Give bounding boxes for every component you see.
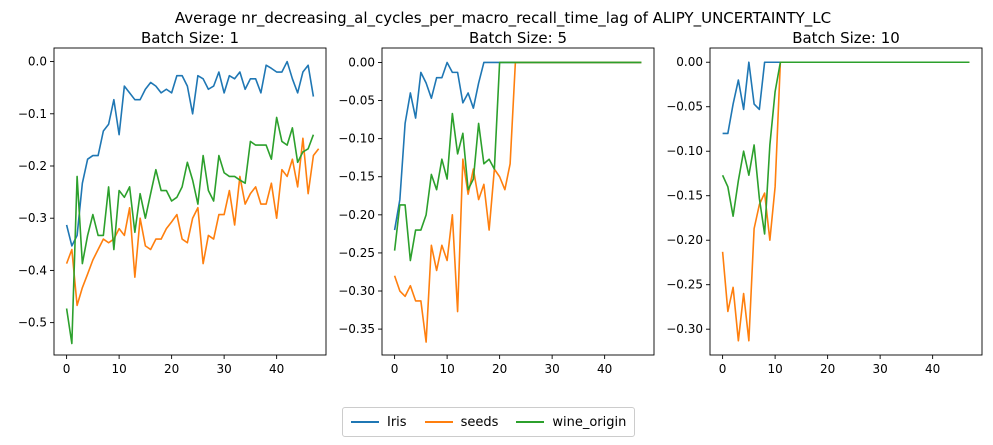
y-tick-label: −0.25 bbox=[666, 278, 703, 292]
panel-3: Batch Size: 10 0 10 20 30 40 −0.30 −0.25 −0.20 −0… bbox=[666, 29, 983, 376]
legend-swatch-iris bbox=[351, 421, 379, 423]
panel-1: Batch Size: 1 0 10 20 30 40 −0.5 −0.4 −0.3 −0.2 −0… bbox=[18, 29, 327, 376]
panel-1-line-seeds bbox=[65, 137, 320, 307]
y-tick-label: −0.5 bbox=[18, 316, 47, 330]
panel-2-line-iris bbox=[393, 61, 642, 231]
legend-swatch-seeds bbox=[424, 421, 453, 423]
y-tick-label: −0.20 bbox=[666, 233, 703, 247]
panel-2-line-wine-origin bbox=[393, 61, 642, 262]
legend-item-wine-origin: wine_origin bbox=[516, 415, 626, 430]
y-tick-label: −0.05 bbox=[338, 94, 375, 108]
panel-2-line-seeds bbox=[393, 61, 642, 343]
panel-2-subtitle: Batch Size: 5 bbox=[469, 29, 567, 47]
x-tick-label: 40 bbox=[269, 362, 284, 376]
legend: Iris seeds wine_origin bbox=[342, 407, 636, 437]
y-tick-label: −0.15 bbox=[338, 170, 375, 184]
y-tick-label: −0.10 bbox=[338, 132, 375, 146]
legend-item-iris: Iris bbox=[351, 415, 407, 430]
y-tick-label: −0.30 bbox=[338, 284, 375, 298]
x-tick-label: 10 bbox=[111, 362, 126, 376]
x-tick-label: 30 bbox=[544, 362, 559, 376]
x-tick-label: 30 bbox=[216, 362, 231, 376]
y-tick-label: −0.25 bbox=[338, 246, 375, 260]
x-tick-label: 0 bbox=[719, 362, 727, 376]
y-tick-label: −0.1 bbox=[18, 107, 47, 121]
legend-label-seeds: seeds bbox=[460, 414, 499, 430]
panel-2: Batch Size: 5 0 10 20 30 40 −0.35 −0.30 −0.25 −0.… bbox=[338, 29, 655, 376]
panel-1-line-wine-origin bbox=[65, 116, 315, 345]
y-tick-label: −0.2 bbox=[18, 159, 47, 173]
x-tick-label: 20 bbox=[820, 362, 835, 376]
panel-3-line-iris bbox=[722, 61, 970, 135]
panel-3-frame bbox=[709, 47, 983, 356]
panel-1-line-iris bbox=[65, 60, 315, 247]
x-tick-label: 0 bbox=[391, 362, 399, 376]
legend-swatch-wine-origin bbox=[516, 421, 545, 423]
legend-label-iris: Iris bbox=[387, 414, 407, 430]
x-tick-label: 30 bbox=[872, 362, 887, 376]
y-tick-label: −0.4 bbox=[18, 263, 47, 277]
y-tick-label: −0.05 bbox=[666, 100, 703, 114]
x-tick-label: 40 bbox=[597, 362, 612, 376]
x-tick-label: 0 bbox=[63, 362, 71, 376]
y-tick-label: 0.00 bbox=[348, 55, 375, 69]
y-tick-label: −0.30 bbox=[666, 322, 703, 336]
y-tick-label: −0.15 bbox=[666, 189, 703, 203]
x-tick-label: 40 bbox=[925, 362, 940, 376]
x-tick-label: 10 bbox=[767, 362, 782, 376]
y-tick-label: −0.10 bbox=[666, 144, 703, 158]
y-tick-label: 0.0 bbox=[28, 55, 47, 69]
panel-3-line-wine-origin bbox=[721, 61, 970, 235]
y-tick-label: 0.00 bbox=[676, 55, 703, 69]
x-tick-label: 20 bbox=[492, 362, 507, 376]
legend-item-seeds: seeds bbox=[424, 414, 499, 430]
y-tick-label: −0.3 bbox=[18, 211, 47, 225]
panel-1-subtitle: Batch Size: 1 bbox=[141, 29, 239, 47]
legend-label-wine-origin: wine_origin bbox=[552, 414, 627, 430]
figure-title: Average nr_decreasing_al_cycles_per_macr… bbox=[175, 9, 831, 28]
panel-2-frame bbox=[381, 47, 655, 356]
x-tick-label: 20 bbox=[164, 362, 179, 376]
panel-3-subtitle: Batch Size: 10 bbox=[792, 29, 900, 47]
y-tick-label: −0.35 bbox=[338, 322, 375, 336]
panel-1-frame bbox=[53, 47, 327, 356]
y-tick-label: −0.20 bbox=[338, 208, 375, 222]
x-tick-label: 10 bbox=[439, 362, 454, 376]
